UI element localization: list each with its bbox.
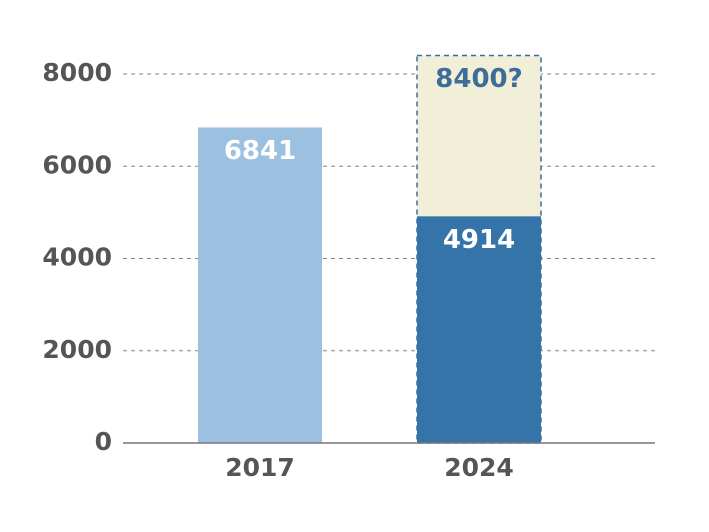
bar bbox=[417, 216, 541, 443]
y-tick-label: 6000 bbox=[42, 150, 112, 179]
y-tick-label: 8000 bbox=[42, 58, 112, 87]
value-label: 8400? bbox=[435, 64, 522, 94]
y-tick-label: 4000 bbox=[42, 243, 112, 272]
x-tick-label: 2017 bbox=[225, 453, 295, 482]
x-tick-label: 2024 bbox=[444, 453, 514, 482]
value-label: 6841 bbox=[224, 136, 296, 166]
y-tick-label: 2000 bbox=[42, 335, 112, 364]
value-label: 4914 bbox=[443, 225, 515, 255]
bar bbox=[198, 127, 322, 444]
y-tick-label: 0 bbox=[95, 427, 112, 456]
